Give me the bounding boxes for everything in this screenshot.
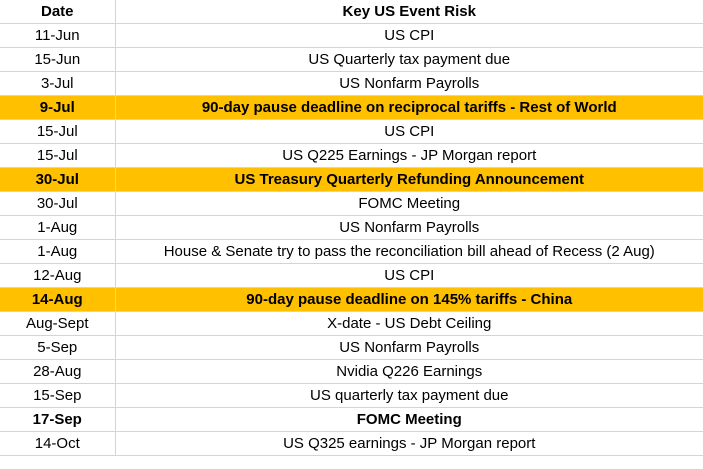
table-row: 15-Jul US Q225 Earnings - JP Morgan repor… bbox=[0, 143, 703, 168]
table-row: 1-Aug House & Senate try to pass the reco… bbox=[0, 239, 703, 264]
table-row: 15-Jul US CPI bbox=[0, 119, 703, 144]
date-cell[interactable]: 28-Aug bbox=[0, 359, 116, 384]
date-cell[interactable]: 1-Aug bbox=[0, 239, 116, 264]
date-cell[interactable]: 14-Oct bbox=[0, 431, 116, 456]
table-row: 11-Jun US CPI bbox=[0, 23, 703, 48]
table-row: Aug-Sept X-date - US Debt Ceiling bbox=[0, 311, 703, 336]
table-row: 15-Sep US quarterly tax payment due bbox=[0, 383, 703, 408]
date-cell[interactable]: 15-Jun bbox=[0, 47, 116, 72]
event-cell[interactable]: US quarterly tax payment due bbox=[115, 383, 703, 408]
event-column-header[interactable]: Key US Event Risk bbox=[115, 0, 703, 24]
event-cell[interactable]: US CPI bbox=[115, 119, 703, 144]
table-row: 14-Aug 90-day pause deadline on 145% tari… bbox=[0, 287, 703, 312]
date-cell[interactable]: 11-Jun bbox=[0, 23, 116, 48]
date-cell[interactable]: 15-Jul bbox=[0, 119, 116, 144]
table-row: 14-Oct US Q325 earnings - JP Morgan repor… bbox=[0, 431, 703, 456]
date-cell[interactable]: 5-Sep bbox=[0, 335, 116, 360]
event-cell[interactable]: US Q325 earnings - JP Morgan report bbox=[115, 431, 703, 456]
date-cell[interactable]: 30-Jul bbox=[0, 167, 116, 192]
header-row: Date Key US Event Risk bbox=[0, 0, 703, 24]
table-row: 5-Sep US Nonfarm Payrolls bbox=[0, 335, 703, 360]
event-cell[interactable]: X-date - US Debt Ceiling bbox=[115, 311, 703, 336]
event-cell[interactable]: FOMC Meeting bbox=[115, 407, 703, 432]
event-cell[interactable]: US CPI bbox=[115, 23, 703, 48]
event-cell[interactable]: US Nonfarm Payrolls bbox=[115, 215, 703, 240]
date-cell[interactable]: 30-Jul bbox=[0, 191, 116, 216]
event-cell[interactable]: US Nonfarm Payrolls bbox=[115, 335, 703, 360]
date-cell[interactable]: 14-Aug bbox=[0, 287, 116, 312]
event-cell[interactable]: FOMC Meeting bbox=[115, 191, 703, 216]
table-row: 30-Jul FOMC Meeting bbox=[0, 191, 703, 216]
table-row: 17-Sep FOMC Meeting bbox=[0, 407, 703, 432]
event-cell[interactable]: Nvidia Q226 Earnings bbox=[115, 359, 703, 384]
table-row: 28-Aug Nvidia Q226 Earnings bbox=[0, 359, 703, 384]
date-cell[interactable]: 15-Jul bbox=[0, 143, 116, 168]
date-cell[interactable]: 17-Sep bbox=[0, 407, 116, 432]
event-cell[interactable]: US Treasury Quarterly Refunding Announce… bbox=[115, 167, 703, 192]
date-cell[interactable]: 15-Sep bbox=[0, 383, 116, 408]
date-cell[interactable]: 12-Aug bbox=[0, 263, 116, 288]
date-column-header[interactable]: Date bbox=[0, 0, 116, 24]
table-row: 3-Jul US Nonfarm Payrolls bbox=[0, 71, 703, 96]
date-cell[interactable]: 9-Jul bbox=[0, 95, 116, 120]
event-risk-table: Date Key US Event Risk 11-Jun US CPI 15-Ju… bbox=[0, 0, 703, 456]
table-row: 12-Aug US CPI bbox=[0, 263, 703, 288]
date-cell[interactable]: 1-Aug bbox=[0, 215, 116, 240]
event-cell[interactable]: US Q225 Earnings - JP Morgan report bbox=[115, 143, 703, 168]
table-row: 1-Aug US Nonfarm Payrolls bbox=[0, 215, 703, 240]
table-row: 15-Jun US Quarterly tax payment due bbox=[0, 47, 703, 72]
event-cell[interactable]: US Nonfarm Payrolls bbox=[115, 71, 703, 96]
event-cell[interactable]: 90-day pause deadline on 145% tariffs - … bbox=[115, 287, 703, 312]
table-row: 9-Jul 90-day pause deadline on reciprocal… bbox=[0, 95, 703, 120]
event-cell[interactable]: US CPI bbox=[115, 263, 703, 288]
event-cell[interactable]: 90-day pause deadline on reciprocal tari… bbox=[115, 95, 703, 120]
date-cell[interactable]: 3-Jul bbox=[0, 71, 116, 96]
event-cell[interactable]: US Quarterly tax payment due bbox=[115, 47, 703, 72]
table-row: 30-Jul US Treasury Quarterly Refunding An… bbox=[0, 167, 703, 192]
date-cell[interactable]: Aug-Sept bbox=[0, 311, 116, 336]
event-cell[interactable]: House & Senate try to pass the reconcili… bbox=[115, 239, 703, 264]
